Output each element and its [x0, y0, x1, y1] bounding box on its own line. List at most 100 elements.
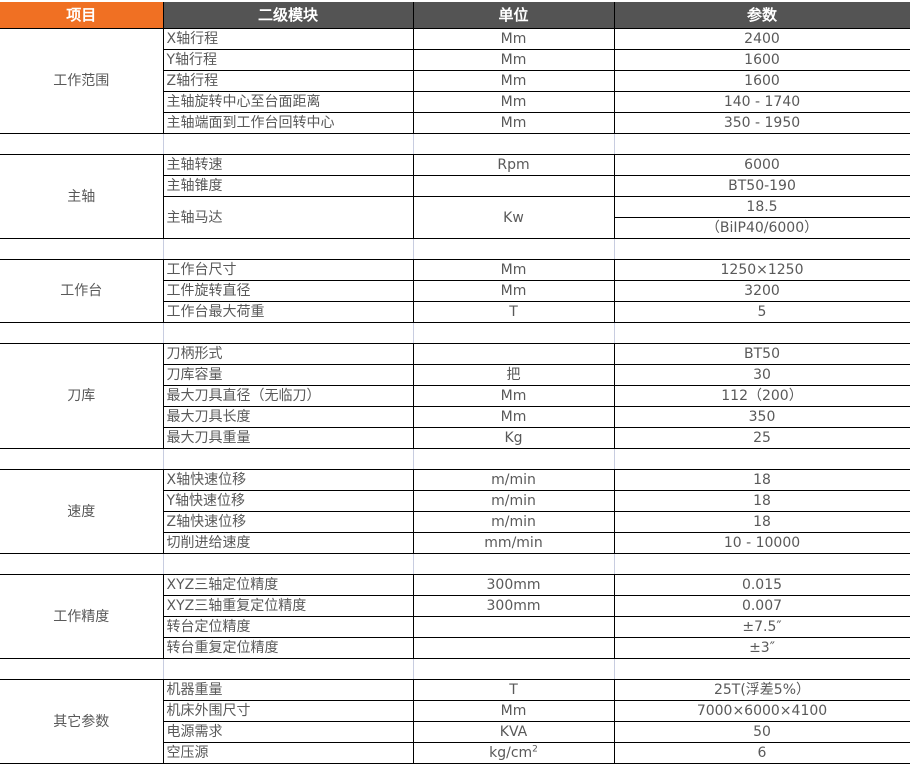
module-name: 主轴马达 — [162, 196, 414, 239]
spacer-cell — [162, 238, 414, 260]
module-name: 最大刀具直径（无临刀） — [162, 385, 414, 407]
table-row: 工作精度 XYZ三轴定位精度 300mm 0.015 — [0, 574, 910, 659]
module-name: 空压源 — [162, 742, 414, 764]
unit: m/min — [412, 511, 615, 533]
table-row: 机床外围尺寸 Mm 7000×6000×4100 — [0, 700, 910, 722]
header-module: 二级模块 — [163, 2, 414, 29]
module-name: Z轴快速位移 — [162, 511, 414, 533]
param-value: 350 - 1950 — [613, 112, 910, 134]
param-value: 350 — [613, 406, 910, 428]
spacer-cell — [613, 322, 910, 344]
module-name: 刀柄形式 — [162, 343, 414, 365]
table-row: 主轴 主轴转速 Rpm 6000 — [0, 154, 910, 239]
spacer-row — [0, 553, 910, 575]
header-row: 项目 二级模块 单位 参数 — [0, 2, 910, 29]
unit: mm/min — [412, 532, 615, 554]
table-row: 电源需求 KVA 50 — [0, 721, 910, 743]
table-row: 速度 X轴快速位移 m/min 18 — [0, 469, 910, 554]
spacer-cell — [162, 448, 414, 470]
unit: Mm — [412, 49, 615, 71]
spacer-cell — [0, 133, 164, 155]
module-name: 机器重量 — [162, 679, 414, 701]
unit — [412, 616, 615, 638]
param-value: 0.007 — [613, 595, 910, 617]
unit: T — [412, 301, 615, 323]
spacer-cell — [0, 238, 164, 260]
unit: Mm — [412, 700, 615, 722]
module-name: 转台重复定位精度 — [162, 637, 414, 659]
table-row: 主轴马达 Kw 18.5 — [0, 196, 910, 239]
module-name: XYZ三轴定位精度 — [162, 574, 414, 596]
spacer-cell — [412, 658, 615, 680]
module-name: 最大刀具长度 — [162, 406, 414, 428]
param-value: 112（200） — [613, 385, 910, 407]
spacer-cell — [0, 322, 164, 344]
spacer-row — [0, 658, 910, 680]
module-name: XYZ三轴重复定位精度 — [162, 595, 414, 617]
param-value: ±3″ — [613, 637, 910, 659]
table-row: 最大刀具直径（无临刀） Mm 112（200） — [0, 385, 910, 407]
spacer-cell — [613, 238, 910, 260]
spacer-row — [0, 133, 910, 155]
module-name: 工作台尺寸 — [162, 259, 414, 281]
unit: Kw — [412, 196, 615, 239]
param-value: 18 — [613, 469, 910, 491]
table-row: 工作台 工作台尺寸 Mm 1250×1250 — [0, 259, 910, 323]
param-value: BT50-190 — [613, 175, 910, 197]
spacer-cell — [412, 238, 615, 260]
table-row: Z轴快速位移 m/min 18 — [0, 511, 910, 533]
table-row: 主轴锥度 BT50-190 — [0, 175, 910, 197]
param-value: 0.015 — [613, 574, 910, 596]
param-value: ±7.5″ — [613, 616, 910, 638]
module-name: X轴快速位移 — [162, 469, 414, 491]
unit: 把 — [412, 364, 615, 386]
unit: Mm — [412, 406, 615, 428]
spacer-row — [0, 238, 910, 260]
spacer-cell — [0, 448, 164, 470]
table-row: 工件旋转直径 Mm 3200 — [0, 280, 910, 302]
header-unit: 单位 — [413, 2, 615, 29]
table-row: Z轴行程 Mm 1600 — [0, 70, 910, 92]
spacer-cell — [613, 553, 910, 575]
param-value: 25T(浮差5%） — [613, 679, 910, 701]
table-row: Y轴快速位移 m/min 18 — [0, 490, 910, 512]
spacer-cell — [412, 448, 615, 470]
module-name: 主轴旋转中心至台面距离 — [162, 91, 414, 113]
module-name: 切削进给速度 — [162, 532, 414, 554]
param-value: 10 - 10000 — [613, 532, 910, 554]
param-value: 140 - 1740 — [613, 91, 910, 113]
module-name: 转台定位精度 — [162, 616, 414, 638]
param-value: 50 — [613, 721, 910, 743]
param-value: 18 — [613, 511, 910, 533]
unit: Mm — [412, 112, 615, 134]
module-name: 工作台最大荷重 — [162, 301, 414, 323]
spacer-cell — [162, 133, 414, 155]
param-value: 30 — [613, 364, 910, 386]
module-name: Y轴快速位移 — [162, 490, 414, 512]
spacer-cell — [613, 448, 910, 470]
module-name: 工件旋转直径 — [162, 280, 414, 302]
group-name: 工作台 — [0, 259, 164, 323]
group-name: 工作精度 — [0, 574, 164, 659]
spacer-cell — [162, 322, 414, 344]
spacer-cell — [613, 658, 910, 680]
module-name: X轴行程 — [162, 28, 414, 50]
param-value: 25 — [613, 427, 910, 449]
table-row: 工作范围 X轴行程 Mm 2400 — [0, 28, 910, 134]
module-name: 主轴转速 — [162, 154, 414, 176]
unit-superscript: 2 — [532, 744, 538, 755]
table-row: 主轴端面到工作台回转中心 Mm 350 - 1950 — [0, 112, 910, 134]
spacer-cell — [162, 658, 414, 680]
table-row: 刀库容量把 30 — [0, 364, 910, 386]
param-value: 1600 — [613, 49, 910, 71]
table-row: XYZ三轴重复定位精度 300mm 0.007 — [0, 595, 910, 617]
unit: Mm — [412, 28, 615, 50]
unit — [412, 343, 615, 365]
param-value-model: （BiIP40/6000） — [613, 217, 910, 239]
spacer-cell — [412, 553, 615, 575]
unit: Rpm — [412, 154, 615, 176]
table-row: 空压源 kg/cm2 6 — [0, 742, 910, 764]
spacer-cell — [412, 133, 615, 155]
spacer-cell — [412, 322, 615, 344]
